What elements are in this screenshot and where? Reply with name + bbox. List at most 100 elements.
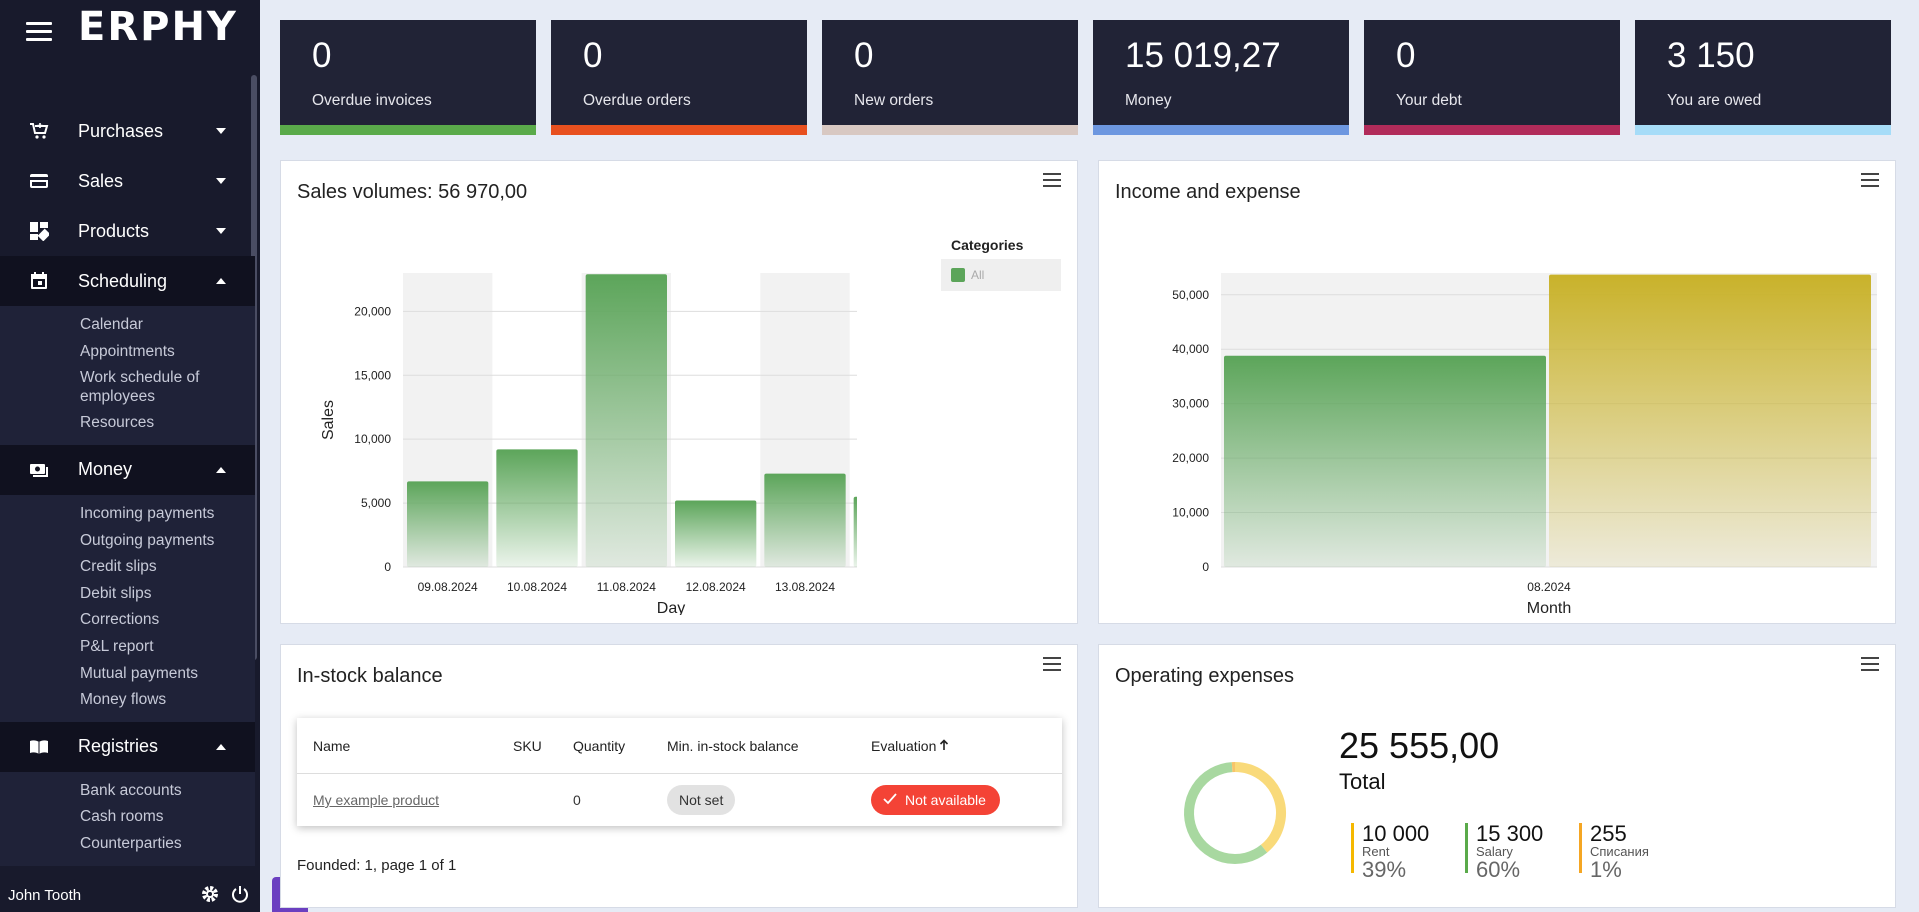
submenu-money: Incoming payments Outgoing payments Cred… [0, 494, 255, 722]
y-tick-label: 50,000 [1172, 288, 1209, 302]
sidebar-item-scheduling[interactable]: Scheduling [0, 256, 255, 306]
x-axis-label: Day [657, 600, 685, 615]
bar[interactable] [1224, 355, 1546, 567]
book-icon [29, 737, 49, 757]
sidebar-subitem-corrections[interactable]: Corrections [80, 611, 160, 629]
total-value: 25 555,00 [1339, 725, 1500, 766]
sidebar-item-registries[interactable]: Registries [0, 721, 255, 772]
table-row: My example product 0 Not set Not availab… [297, 774, 1062, 826]
total-label: Total [1339, 769, 1386, 794]
stat-value: 3 150 [1667, 36, 1755, 75]
sidebar-subitem-resources[interactable]: Resources [80, 414, 155, 432]
chevron-up-icon [216, 743, 226, 750]
expense-name: Rent [1362, 844, 1390, 859]
menu-icon[interactable] [1861, 173, 1879, 191]
column-header-min-balance[interactable]: Min. in-stock balance [667, 737, 799, 754]
stat-value: 0 [1396, 36, 1416, 75]
sidebar-subitem-work-schedule[interactable]: Work schedule of employees [80, 369, 200, 405]
sidebar-subitem-pl-report[interactable]: P&L report [80, 637, 154, 655]
stat-card-you-are-owed[interactable]: 3 150 You are owed [1635, 20, 1891, 135]
sales-volumes-panel: Sales volumes: 56 970,00 0 5,000 10,000 15,… [280, 160, 1078, 624]
sidebar-subitem-debit-slips[interactable]: Debit slips [80, 584, 152, 602]
table-header: Name SKU Quantity Min. in-stock balance … [297, 718, 1062, 774]
sidebar-footer: John Tooth [0, 878, 260, 912]
stat-label: Your debt [1396, 92, 1462, 109]
column-header-quantity[interactable]: Quantity [573, 737, 626, 754]
dashboard-icon [29, 221, 49, 241]
y-tick-label: 40,000 [1172, 342, 1209, 356]
chart-legend: Categories All [941, 237, 1061, 291]
money-icon [29, 460, 49, 480]
sidebar-subitem-bank-accounts[interactable]: Bank accounts [80, 781, 182, 799]
quantity-cell: 0 [573, 792, 581, 808]
bar[interactable] [585, 274, 667, 567]
sidebar-subitem-mutual-payments[interactable]: Mutual payments [80, 664, 199, 682]
expense-value: 15 300 [1476, 821, 1544, 846]
column-header-name[interactable]: Name [313, 737, 351, 754]
sidebar-subitem-outgoing-payments[interactable]: Outgoing payments [80, 531, 215, 549]
stat-card-overdue-orders[interactable]: 0 Overdue orders [551, 20, 807, 135]
gear-icon[interactable] [200, 884, 220, 909]
bar[interactable] [853, 496, 857, 567]
power-icon[interactable] [230, 884, 250, 909]
y-tick-label: 30,000 [1172, 397, 1209, 411]
stat-card-money[interactable]: 15 019,27 Money [1093, 20, 1349, 135]
sidebar-subitem-counterparties[interactable]: Counterparties [80, 834, 182, 852]
column-header-sku[interactable]: SKU [513, 737, 542, 754]
expense-value: 255 [1590, 821, 1627, 846]
sidebar-subitem-calendar[interactable]: Calendar [80, 316, 143, 333]
stat-card-overdue-invoices[interactable]: 0 Overdue invoices [280, 20, 536, 135]
bar[interactable] [764, 473, 846, 567]
column-header-label: Evaluation [871, 737, 937, 754]
bar[interactable] [407, 481, 489, 567]
evaluation-chip[interactable]: Not available [871, 785, 1000, 815]
stat-card-new-orders[interactable]: 0 New orders [822, 20, 1078, 135]
stat-label: Money [1125, 92, 1172, 109]
menu-icon[interactable] [1043, 657, 1061, 675]
sidebar-item-products[interactable]: Products [0, 206, 255, 256]
in-stock-balance-panel: In-stock balance Name SKU Quantity Min. … [280, 644, 1078, 908]
operating-expenses-panel: Operating expenses 25 555,00 Total 10 00… [1098, 644, 1896, 908]
bar[interactable] [675, 500, 757, 567]
opex-donut-chart [1184, 762, 1286, 864]
panel-title: Income and expense [1115, 181, 1301, 203]
panel-title: Sales volumes: 56 970,00 [297, 181, 528, 203]
y-axis-label: Sales [320, 400, 337, 440]
income-expense-panel: Income and expense 0 10,000 20,000 30,000 40… [1098, 160, 1896, 624]
menu-icon[interactable] [1861, 657, 1879, 675]
stat-value: 0 [312, 36, 332, 75]
sidebar-item-label: Products [78, 220, 150, 241]
sidebar-subitem-money-flows[interactable]: Money flows [80, 691, 167, 709]
sidebar-subitem-appointments[interactable]: Appointments [80, 342, 175, 360]
donut-slice[interactable] [1184, 762, 1268, 864]
expense-item-writeoffs: 255 Списания 1% [1579, 821, 1649, 882]
legend-swatch [951, 268, 965, 282]
stat-color-bar [1635, 125, 1891, 135]
sidebar-subitem-credit-slips[interactable]: Credit slips [80, 558, 157, 576]
sidebar-item-money[interactable]: Money [0, 444, 255, 495]
legend-item-all[interactable]: All [941, 259, 1061, 291]
sidebar-item-sales[interactable]: Sales [0, 156, 255, 206]
sidebar-subitem-incoming-payments[interactable]: Incoming payments [80, 504, 215, 522]
sidebar-subitem-cash-rooms[interactable]: Cash rooms [80, 808, 164, 826]
x-tick-label: 09.08.2024 [418, 580, 478, 594]
stat-color-bar [551, 125, 807, 135]
bar[interactable] [1549, 274, 1871, 567]
user-name: John Tooth [8, 886, 82, 904]
sidebar-item-purchases[interactable]: Purchases [0, 106, 255, 156]
menu-icon[interactable] [1043, 173, 1061, 191]
bar[interactable] [496, 449, 578, 567]
product-link[interactable]: My example product [313, 792, 440, 808]
sidebar-item-label: Sales [78, 170, 124, 191]
sidebar-header: ERPHY [0, 0, 260, 78]
chevron-up-icon [216, 466, 226, 473]
x-tick-label: 12.08.2024 [686, 580, 746, 594]
donut-slice[interactable] [1234, 762, 1286, 853]
stat-card-your-debt[interactable]: 0 Your debt [1364, 20, 1620, 135]
stat-color-bar [280, 125, 536, 135]
stat-color-bar [1093, 125, 1349, 135]
expense-percent: 1% [1590, 857, 1622, 882]
column-header-evaluation[interactable]: Evaluation [871, 738, 949, 754]
hamburger-icon[interactable] [26, 22, 52, 42]
y-tick-label: 20,000 [354, 304, 391, 318]
